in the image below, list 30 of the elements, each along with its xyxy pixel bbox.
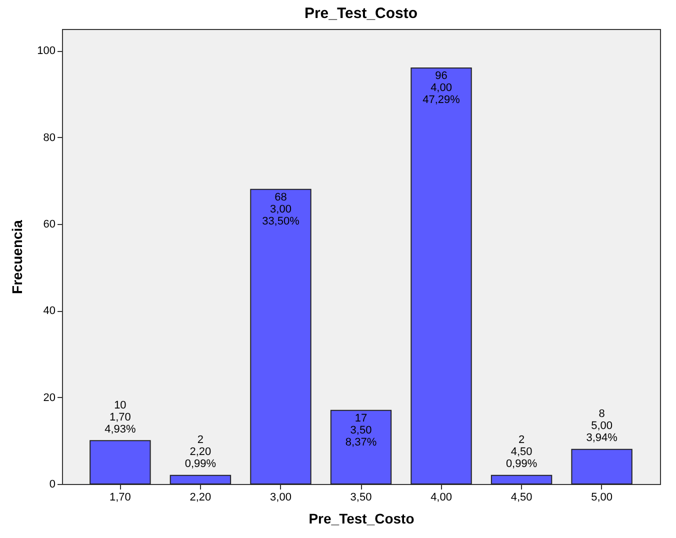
data-label: 2 4,50 0,99%	[506, 434, 538, 470]
bar	[490, 474, 552, 484]
y-tick-label: 0	[49, 478, 56, 490]
chart-title: Pre_Test_Costo	[304, 5, 418, 22]
data-label: 2 2,20 0,99%	[184, 434, 216, 470]
bar	[571, 448, 632, 484]
x-tick-label: 4,50	[510, 492, 532, 504]
bar	[410, 68, 472, 484]
bar	[330, 410, 392, 484]
y-axis-title: Frecuencia	[9, 220, 26, 294]
x-tick-label: 2,20	[190, 492, 212, 504]
y-tick-label: 80	[43, 132, 56, 144]
x-tick-label: 4,00	[430, 492, 452, 504]
data-label: 10 1,70 4,93%	[104, 399, 136, 436]
x-tick-label: 1,70	[109, 492, 131, 504]
bar	[90, 440, 151, 484]
data-label: 8 5,00 3,94%	[586, 408, 618, 444]
data-label: 96 4,00 47,29%	[422, 70, 460, 106]
data-label: 17 3,50 8,37%	[345, 412, 377, 448]
y-tick-label: 40	[43, 305, 56, 318]
y-tick-label: 100	[37, 45, 56, 58]
bar	[170, 474, 232, 484]
y-tick-label: 20	[43, 392, 56, 404]
data-label: 68 3,00 33,50%	[262, 191, 300, 228]
bar	[250, 188, 312, 484]
y-tick-label: 60	[43, 218, 56, 230]
x-tick-label: 3,00	[270, 492, 292, 504]
x-tick-label: 3,50	[350, 492, 372, 504]
x-axis-title: Pre_Test_Costo	[308, 510, 414, 526]
x-tick-label: 5,00	[591, 492, 613, 504]
